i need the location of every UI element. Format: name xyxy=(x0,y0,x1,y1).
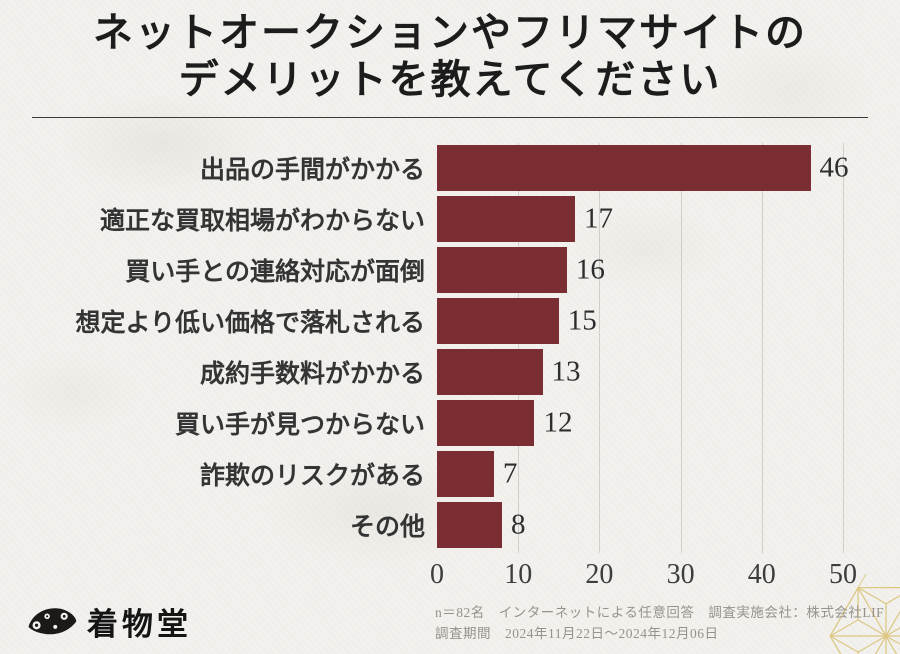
bar-value-label: 17 xyxy=(584,202,614,235)
bar-value-label: 46 xyxy=(819,151,849,184)
bar xyxy=(437,502,502,549)
category-label: 想定より低い価格で落札される xyxy=(75,310,425,338)
category-label: 詐欺のリスクがある xyxy=(199,463,425,491)
bar-track: 13 xyxy=(437,349,843,396)
gridlines xyxy=(437,142,844,553)
title-line-1: ネットオークションやフリマサイトの xyxy=(93,10,807,55)
brand-logo: 着物堂 xyxy=(26,599,192,644)
category-label: 買い手が見つからない xyxy=(174,412,425,440)
page-title: ネットオークションやフリマサイトの デメリットを教えてください xyxy=(0,0,900,104)
category-label: その他 xyxy=(349,514,425,542)
chart-row: 出品の手間がかかる 46 xyxy=(0,143,900,194)
bar-value-label: 16 xyxy=(575,253,605,286)
chart-row: 適正な買取相場がわからない 17 xyxy=(0,194,900,245)
bar-track: 17 xyxy=(437,196,843,243)
chart-row: 成約手数料がかかる 13 xyxy=(0,347,900,398)
gridline xyxy=(518,142,520,553)
chart-row: 詐欺のリスクがある 7 xyxy=(0,449,900,500)
fan-icon xyxy=(28,607,77,634)
bar-value-label: 13 xyxy=(551,355,581,388)
gridline xyxy=(680,142,682,553)
chart-row: その他 8 xyxy=(0,500,900,551)
chart-row: 買い手が見つからない 12 xyxy=(0,398,900,449)
gridline xyxy=(761,142,763,553)
bar-chart: 出品の手間がかかる 46 適正な買取相場がわからない 17 買い手との連絡対応が面倒 16… xyxy=(0,142,900,595)
bar-track: 8 xyxy=(437,502,843,549)
category-label: 買い手との連絡対応が面倒 xyxy=(125,259,425,287)
title-divider xyxy=(32,116,868,118)
category-label: 適正な買取相場がわからない xyxy=(99,208,425,236)
x-tick-label: 20 xyxy=(585,558,614,590)
x-tick-label: 50 xyxy=(829,558,857,590)
x-tick-label: 10 xyxy=(504,558,533,590)
survey-notes: n＝82名 インターネットによる任意回答 調査実施会社：株式会社LIF 調査期間… xyxy=(435,603,884,645)
x-tick-label: 0 xyxy=(430,558,444,590)
bar-track: 16 xyxy=(437,247,843,294)
bar-track: 7 xyxy=(437,451,843,498)
x-axis: 0 10 20 30 40 50 xyxy=(430,558,857,595)
bar-track: 46 xyxy=(437,145,849,192)
bar xyxy=(437,145,811,192)
brand-name: 着物堂 xyxy=(87,607,192,642)
chart-rows: 出品の手間がかかる 46 適正な買取相場がわからない 17 買い手との連絡対応が面倒 16… xyxy=(0,143,900,551)
survey-note-line-2: 調査期間 2024年11月22日～2024年12月06日 xyxy=(435,626,719,642)
gridline xyxy=(599,142,601,553)
bar-value-label: 8 xyxy=(510,508,526,541)
gridline xyxy=(843,142,844,553)
category-label: 出品の手間がかかる xyxy=(199,157,425,185)
bar-value-label: 7 xyxy=(502,457,518,490)
category-label: 成約手数料がかかる xyxy=(199,361,425,389)
bar-value-label: 15 xyxy=(567,304,597,337)
bar-track: 12 xyxy=(437,400,843,447)
bar-value-label: 12 xyxy=(543,406,573,439)
bar xyxy=(437,451,494,498)
chart-row: 想定より低い価格で落札される 15 xyxy=(0,296,900,347)
bar xyxy=(437,349,543,396)
bar xyxy=(437,400,535,447)
chart-row: 買い手との連絡対応が面倒 16 xyxy=(0,245,900,296)
bar xyxy=(437,298,559,345)
x-tick-label: 30 xyxy=(666,558,695,590)
survey-note-line-1: n＝82名 インターネットによる任意回答 調査実施会社：株式会社LIF xyxy=(435,605,885,621)
bar xyxy=(437,247,567,294)
bar-track: 15 xyxy=(437,298,843,345)
x-tick-label: 40 xyxy=(747,558,776,590)
bar xyxy=(437,196,576,243)
title-line-2: デメリットを教えてください xyxy=(178,56,722,102)
